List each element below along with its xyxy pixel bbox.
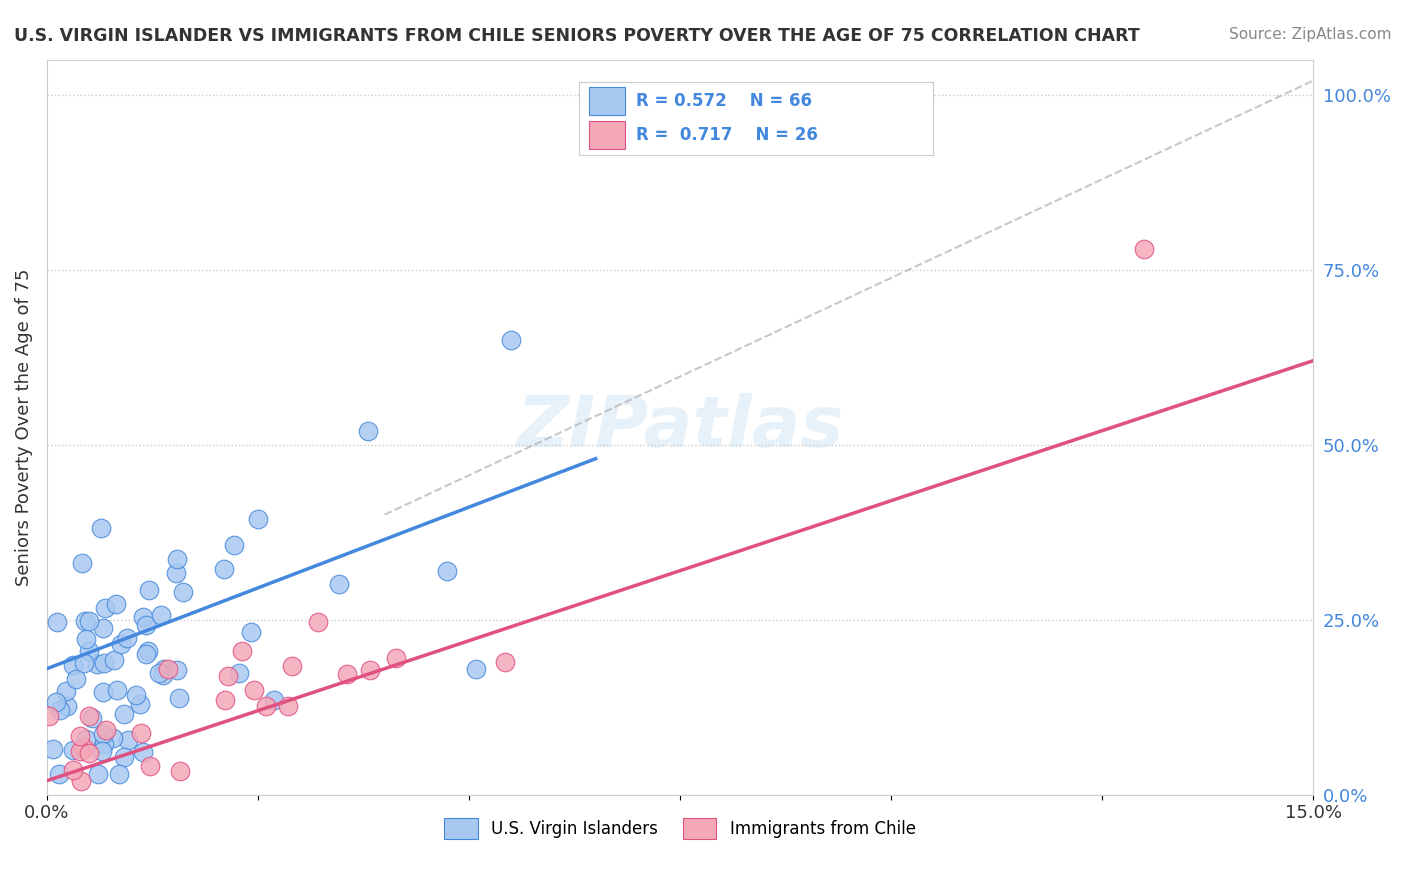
Point bbox=[55, 684, 77, 698]
Point bbox=[42, 742, 65, 756]
Point bbox=[328, 576, 350, 591]
Point bbox=[70, 773, 93, 788]
Point bbox=[281, 659, 304, 673]
Point bbox=[212, 561, 235, 575]
Point bbox=[73, 740, 96, 755]
Point bbox=[384, 650, 406, 665]
Point bbox=[69, 744, 91, 758]
Point bbox=[48, 766, 70, 780]
Point bbox=[222, 538, 245, 552]
Point bbox=[501, 333, 523, 347]
Point bbox=[91, 727, 114, 741]
Point bbox=[307, 615, 329, 629]
Point bbox=[107, 683, 129, 698]
Point bbox=[87, 766, 110, 780]
Point bbox=[94, 723, 117, 737]
Point bbox=[217, 668, 239, 682]
Point bbox=[129, 726, 152, 740]
Point bbox=[103, 653, 125, 667]
Point bbox=[135, 647, 157, 661]
Point bbox=[62, 657, 84, 672]
Point bbox=[112, 707, 135, 722]
Point bbox=[77, 708, 100, 723]
Point bbox=[38, 708, 60, 723]
Point bbox=[45, 695, 67, 709]
Point bbox=[336, 666, 359, 681]
Point bbox=[214, 692, 236, 706]
Point bbox=[56, 699, 79, 714]
Point bbox=[45, 615, 67, 630]
Point bbox=[86, 657, 108, 671]
Point bbox=[82, 710, 104, 724]
Point bbox=[90, 521, 112, 535]
Point bbox=[357, 424, 380, 438]
Point bbox=[436, 564, 458, 578]
Point bbox=[156, 662, 179, 676]
Point bbox=[65, 673, 87, 687]
Point bbox=[153, 662, 176, 676]
Point bbox=[231, 643, 253, 657]
Point bbox=[136, 644, 159, 658]
Point bbox=[152, 667, 174, 681]
Point bbox=[1133, 242, 1156, 256]
Point bbox=[94, 600, 117, 615]
Point bbox=[149, 607, 172, 622]
Text: U.S. VIRGIN ISLANDER VS IMMIGRANTS FROM CHILE SENIORS POVERTY OVER THE AGE OF 75: U.S. VIRGIN ISLANDER VS IMMIGRANTS FROM … bbox=[14, 27, 1140, 45]
Point bbox=[263, 693, 285, 707]
Point bbox=[77, 746, 100, 760]
Point bbox=[169, 764, 191, 778]
Point bbox=[70, 556, 93, 570]
Point bbox=[72, 657, 94, 671]
Point bbox=[243, 682, 266, 697]
Point bbox=[138, 582, 160, 597]
Point bbox=[110, 637, 132, 651]
Text: Source: ZipAtlas.com: Source: ZipAtlas.com bbox=[1229, 27, 1392, 42]
Point bbox=[166, 551, 188, 566]
Point bbox=[75, 632, 97, 646]
Point bbox=[148, 665, 170, 680]
Point bbox=[91, 685, 114, 699]
Legend: U.S. Virgin Islanders, Immigrants from Chile: U.S. Virgin Islanders, Immigrants from C… bbox=[437, 812, 922, 846]
Point bbox=[228, 665, 250, 680]
Point bbox=[465, 662, 488, 676]
Point bbox=[125, 688, 148, 702]
Text: ZIPatlas: ZIPatlas bbox=[516, 392, 844, 462]
Point bbox=[112, 750, 135, 764]
Point bbox=[108, 766, 131, 780]
Point bbox=[135, 618, 157, 632]
Point bbox=[93, 737, 115, 751]
Point bbox=[93, 656, 115, 670]
Point bbox=[131, 609, 153, 624]
Point bbox=[166, 663, 188, 677]
Point bbox=[91, 621, 114, 635]
Point bbox=[115, 632, 138, 646]
Point bbox=[62, 743, 84, 757]
Point bbox=[73, 614, 96, 628]
Point bbox=[254, 698, 277, 713]
Point bbox=[494, 655, 516, 669]
Point bbox=[172, 585, 194, 599]
Point bbox=[165, 566, 187, 580]
Point bbox=[138, 759, 160, 773]
Point bbox=[79, 644, 101, 658]
Point bbox=[104, 597, 127, 611]
Point bbox=[69, 730, 91, 744]
Point bbox=[239, 624, 262, 639]
Point bbox=[167, 690, 190, 705]
Point bbox=[132, 745, 155, 759]
Point bbox=[359, 663, 381, 677]
Point bbox=[62, 763, 84, 777]
Point bbox=[129, 697, 152, 711]
Y-axis label: Seniors Poverty Over the Age of 75: Seniors Poverty Over the Age of 75 bbox=[15, 268, 32, 586]
Point bbox=[75, 732, 97, 747]
Point bbox=[277, 698, 299, 713]
Point bbox=[90, 743, 112, 757]
Point bbox=[49, 703, 72, 717]
Point bbox=[79, 614, 101, 628]
Point bbox=[246, 511, 269, 525]
Point bbox=[103, 731, 125, 745]
Point bbox=[117, 733, 139, 747]
